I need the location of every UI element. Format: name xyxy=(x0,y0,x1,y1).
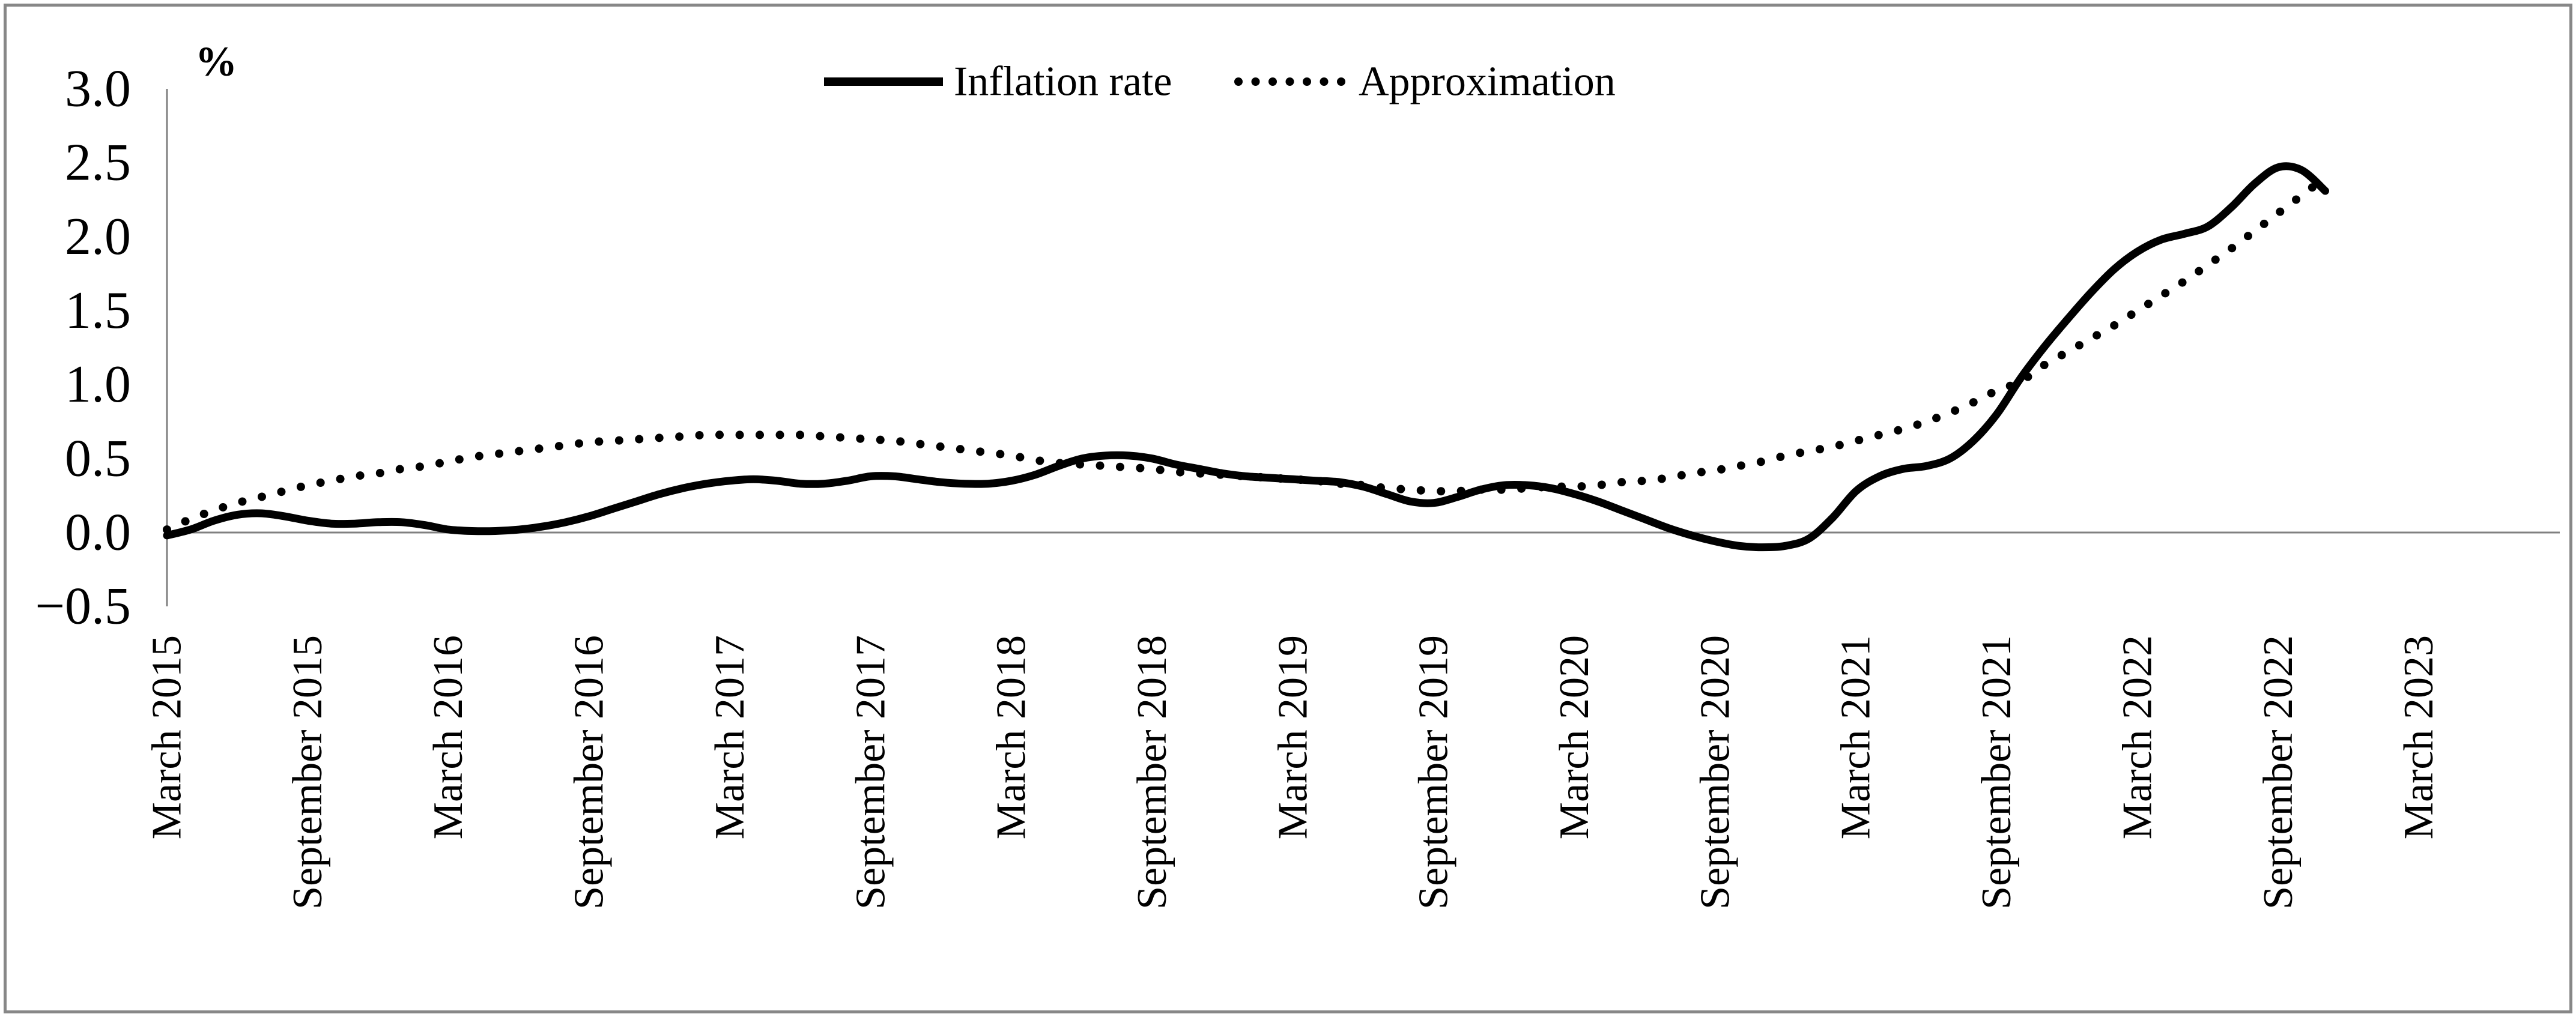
x-tick-label: September 2018 xyxy=(1129,635,1175,910)
y-tick-label: 3.0 xyxy=(65,60,131,118)
x-tick-label: September 2019 xyxy=(1411,635,1457,910)
x-tick-label: September 2015 xyxy=(285,635,331,910)
x-tick-label: March 2018 xyxy=(989,635,1035,839)
x-tick-label: March 2015 xyxy=(144,635,190,839)
x-tick-label: September 2022 xyxy=(2255,635,2302,910)
y-axis-unit-label: % xyxy=(195,39,237,85)
x-tick-label: September 2020 xyxy=(1692,635,1738,910)
x-tick-label: March 2022 xyxy=(2114,635,2160,839)
y-tick-label: 0.0 xyxy=(65,504,131,562)
x-tick-label: September 2016 xyxy=(566,635,613,910)
x-tick-label: September 2017 xyxy=(847,635,894,910)
x-tick-label: March 2019 xyxy=(1270,635,1316,839)
y-tick-label: 1.0 xyxy=(65,355,131,414)
legend-inflation-rate-label: Inflation rate xyxy=(954,59,1172,105)
x-tick-label: March 2020 xyxy=(1551,635,1598,839)
x-tick-label: September 2021 xyxy=(1974,635,2020,910)
x-tick-label: March 2017 xyxy=(707,635,753,839)
x-tick-label: March 2021 xyxy=(1833,635,1879,839)
y-tick-label: 1.5 xyxy=(65,282,131,340)
x-tick-label: March 2023 xyxy=(2396,635,2442,839)
inflation-rate-line xyxy=(163,162,2329,552)
y-tick-label: 2.5 xyxy=(65,134,131,192)
x-tick-label: March 2016 xyxy=(425,635,471,839)
y-tick-label: 0.5 xyxy=(65,429,131,487)
y-tick-label: −0.5 xyxy=(35,578,131,636)
chart-outer-border xyxy=(4,4,2572,1013)
legend-approximation-label: Approximation xyxy=(1359,59,1616,105)
y-tick-label: 2.0 xyxy=(65,208,131,266)
